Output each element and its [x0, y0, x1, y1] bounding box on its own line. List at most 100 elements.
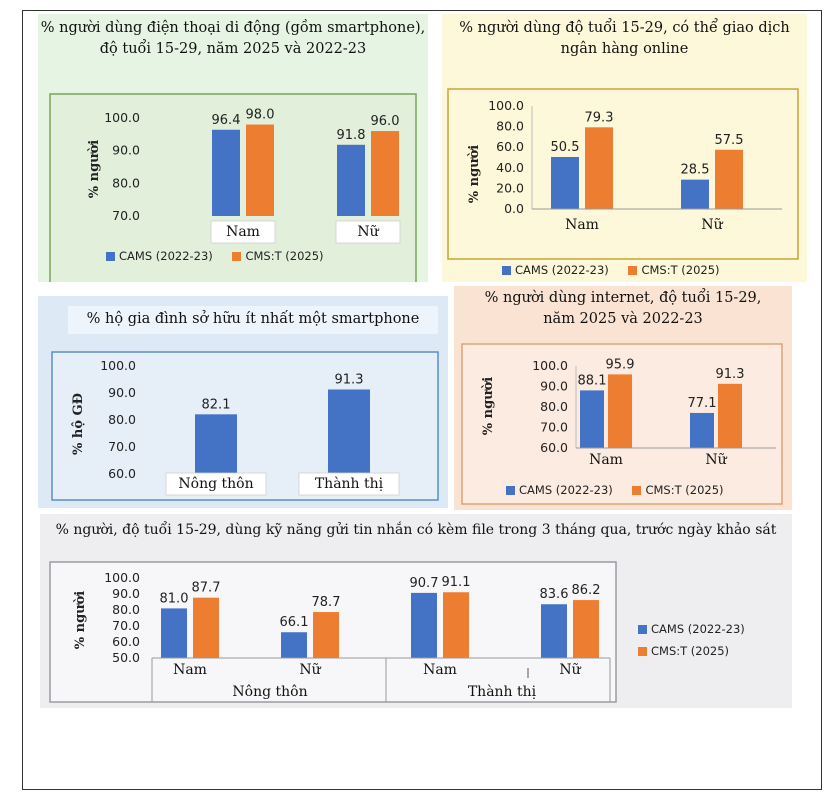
data-label: 57.5	[715, 133, 744, 148]
bar-cmst	[573, 600, 599, 658]
legend-label-cams: CAMS (2022-23)	[119, 248, 213, 263]
chart-legend: CAMS (2022-23) CMS:T (2025)	[506, 482, 740, 497]
panel-mobile-phone-users: % người dùng điện thoại di động (gồm sma…	[38, 14, 428, 282]
data-label: 78.7	[312, 595, 341, 610]
legend-swatch-cams	[106, 251, 115, 261]
legend-swatch-cmst	[632, 485, 642, 495]
category-label-box	[298, 472, 400, 496]
bar-cmst	[313, 612, 339, 658]
bar-cams	[690, 412, 714, 448]
legend-label-cmst: CMS:T (2025)	[651, 644, 730, 658]
panel-messaging-skill: % người, độ tuổi 15-29, dùng kỹ năng gửi…	[40, 514, 792, 708]
y-tick-label: 60.0	[108, 466, 136, 481]
bar-cams	[281, 632, 307, 658]
y-tick-label: 80.0	[112, 602, 140, 617]
bar-cmst	[443, 592, 469, 658]
data-label: 90.7	[410, 576, 439, 591]
data-label: 86.2	[572, 583, 601, 598]
category-label: Nữ	[357, 224, 379, 240]
legend-label-cams: CAMS (2022-23)	[651, 622, 745, 636]
y-tick-label: 60.0	[496, 139, 524, 154]
data-label: 87.7	[192, 581, 221, 596]
y-tick-label: 100.0	[100, 358, 136, 373]
category-label: Nam	[589, 452, 623, 468]
bar-cmst	[193, 597, 219, 658]
y-tick-label: 70.0	[112, 618, 140, 633]
y-tick-label: 80.0	[496, 119, 524, 134]
panel-online-banking: % người dùng độ tuổi 15-29, có thể giao …	[442, 14, 807, 282]
category-label-box	[210, 220, 276, 244]
panel-internet-users: % người dùng internet, độ tuổi 15-29, nă…	[454, 286, 792, 510]
bar-cmst	[718, 383, 742, 448]
data-label: 96.4	[212, 113, 241, 128]
data-label: 77.1	[688, 396, 717, 411]
panel-household-smartphone: % hộ gia đình sở hữu ít nhất một smartph…	[38, 296, 448, 508]
y-tick-label: 90.0	[540, 379, 568, 394]
group-label: Nông thôn	[232, 684, 307, 700]
chart-legend: CAMS (2022-23) CMS:T (2025)	[502, 262, 736, 277]
legend-label-cmst: CMS:T (2025)	[645, 482, 724, 497]
legend-label-cams: CAMS (2022-23)	[519, 482, 613, 497]
y-axis-label: % hộ GĐ	[71, 393, 86, 455]
legend-label-cmst: CMS:T (2025)	[245, 248, 324, 263]
bar-cams	[551, 156, 579, 209]
y-tick-label: 20.0	[496, 180, 524, 195]
data-label: 79.3	[585, 110, 614, 125]
y-tick-label: 100.0	[488, 98, 524, 113]
chart-title: % người dùng internet, độ tuổi 15-29, nă…	[484, 290, 762, 327]
legend-swatch-cmst	[628, 265, 638, 275]
data-label: 98.0	[246, 108, 275, 123]
category-label-box	[335, 220, 401, 244]
data-label: 83.6	[540, 587, 569, 602]
y-tick-label: 100.0	[104, 110, 140, 125]
category-label: Nam	[173, 662, 207, 678]
y-tick-label: 90.0	[112, 586, 140, 601]
y-axis-label: % người	[481, 377, 496, 436]
category-label: Nữ	[705, 452, 727, 468]
category-label: Thành thị	[315, 475, 384, 492]
chart-title: % hộ gia đình sở hữu ít nhất một smartph…	[68, 306, 438, 334]
y-tick-label: 80.0	[540, 399, 568, 414]
data-label: 96.0	[371, 114, 400, 129]
chart-internet-users: 100.0 90.0 80.0 70.0 60.0 % người 88.195.9 Nam 7…	[461, 343, 783, 505]
legend-swatch-cams	[502, 265, 511, 275]
chart-household-smartphone: 100.0 90.0 80.0 70.0 60.0 % hộ GĐ 82.1 Nông thô…	[51, 351, 439, 501]
bar-cmst	[371, 131, 399, 216]
legend-label-cams: CAMS (2022-23)	[515, 262, 609, 277]
legend-swatch-cmst	[638, 647, 647, 656]
y-tick-label: 90.0	[112, 143, 140, 158]
bar-cmst	[246, 124, 274, 216]
category-label: Nữ	[701, 217, 723, 233]
bar-cmst	[585, 127, 613, 209]
category-label: Nam	[423, 662, 457, 678]
data-label: 50.5	[551, 140, 580, 155]
chart-legend: CAMS (2022-23) CMS:T (2025)	[638, 618, 745, 662]
chart-mobile-phone-users: 100.0 90.0 80.0 70.0 % người 96.4 98.0 Nam 91.8 9…	[49, 93, 417, 282]
chart-title: % người dùng điện thoại di động (gồm sma…	[40, 20, 426, 57]
chart-legend: CAMS (2022-23) CMS:T (2025)	[106, 248, 340, 263]
bar-value	[328, 389, 370, 474]
y-tick-label: 70.0	[108, 439, 136, 454]
data-label: 88.1	[578, 373, 607, 388]
group-label: Thành thị	[468, 683, 537, 700]
legend-swatch-cams	[638, 625, 647, 634]
chart-title: % người, độ tuổi 15-29, dùng kỹ năng gửi…	[55, 522, 777, 538]
legend-swatch-cams	[506, 485, 515, 495]
data-label: 91.8	[337, 128, 366, 143]
data-label: 91.3	[335, 372, 364, 387]
data-label: 66.1	[280, 615, 309, 630]
data-label: 82.1	[202, 397, 231, 412]
category-label-box	[165, 472, 267, 496]
category-label: Nữ	[299, 662, 321, 678]
y-tick-label: 60.0	[540, 440, 568, 455]
chart-messaging-skill: 100.090.080.070.060.050.0 % người 81.087.7…	[49, 561, 617, 703]
infographic-frame	[22, 10, 822, 790]
y-tick-label: 100.0	[532, 358, 568, 373]
y-tick-label: 60.0	[112, 634, 140, 649]
y-tick-label: 90.0	[108, 385, 136, 400]
y-tick-label: 40.0	[496, 160, 524, 175]
data-label: 95.9	[606, 357, 635, 372]
legend-label-cmst: CMS:T (2025)	[641, 262, 720, 277]
y-axis-label: % người	[73, 591, 88, 650]
bar-cmst	[608, 374, 632, 448]
